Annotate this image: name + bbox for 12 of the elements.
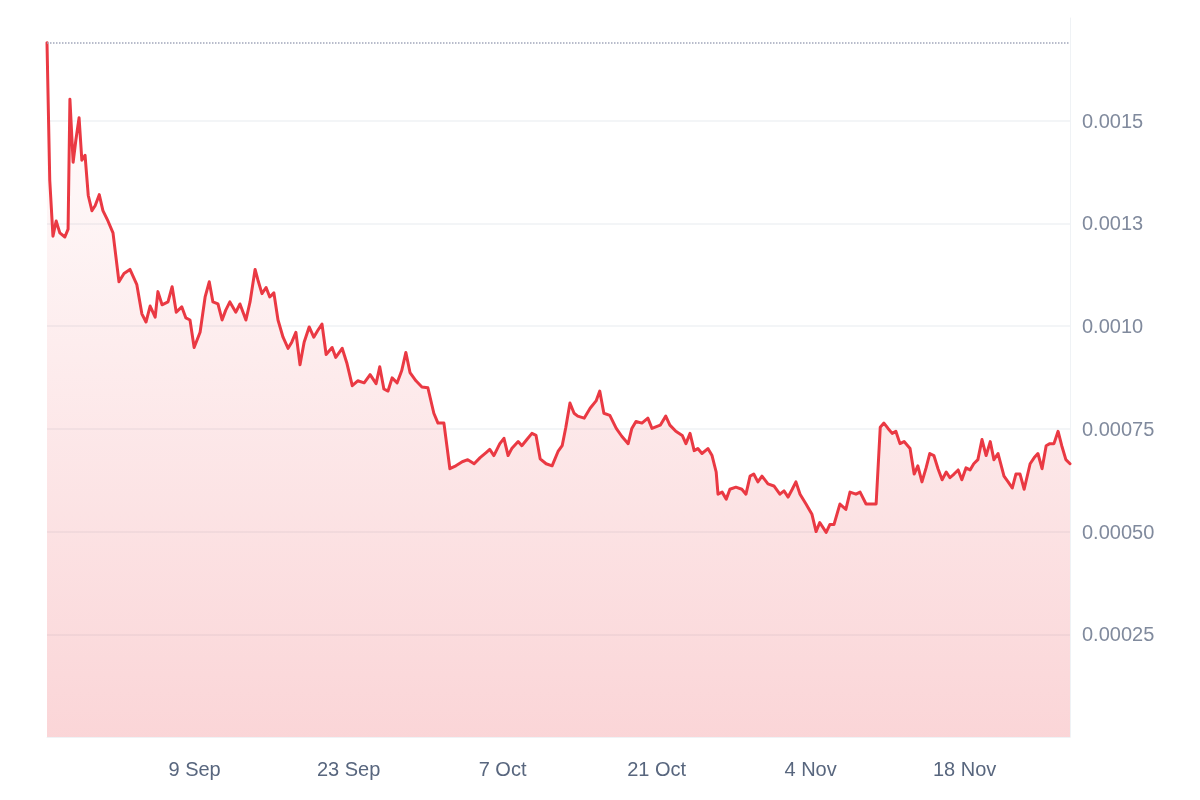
x-tick-label: 21 Oct — [627, 758, 687, 780]
y-tick-label: 0.00025 — [1082, 623, 1155, 646]
x-tick-label: 7 Oct — [478, 758, 527, 780]
y-tick-label: 0.0015 — [1082, 109, 1144, 132]
y-tick-label: 0.00050 — [1082, 520, 1155, 543]
y-tick-label: 0.0010 — [1082, 315, 1144, 338]
y-tick-label: 0.00075 — [1082, 417, 1155, 440]
x-tick-label: 4 Nov — [784, 758, 837, 780]
x-tick-label: 18 Nov — [932, 758, 997, 780]
x-tick-label: 23 Sep — [316, 758, 381, 780]
y-tick-label: 0.0013 — [1082, 212, 1144, 235]
x-tick-label: 9 Sep — [168, 758, 221, 780]
